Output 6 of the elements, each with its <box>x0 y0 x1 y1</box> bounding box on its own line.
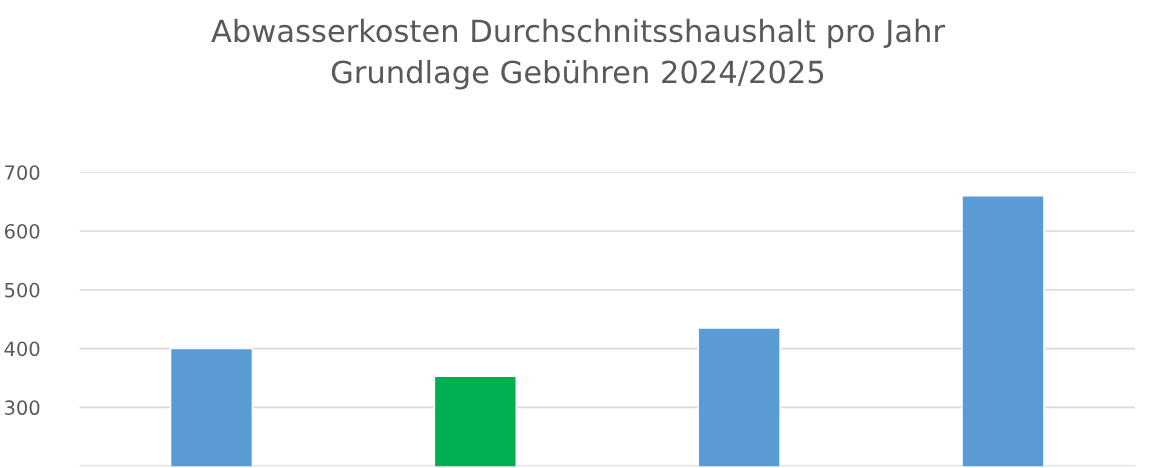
y-tick-label: 500 <box>5 282 40 298</box>
y-tick-label: 600 <box>4 223 40 239</box>
chart-title: Abwasserkosten Durchschnitsshaushalt pro Jahr Grundlage Gebühren 2024/2025 <box>211 18 945 90</box>
y-tick-label: 400 <box>4 341 40 357</box>
y-tick-label: 300 <box>5 400 40 416</box>
y-tick-label: 700 <box>5 165 40 180</box>
